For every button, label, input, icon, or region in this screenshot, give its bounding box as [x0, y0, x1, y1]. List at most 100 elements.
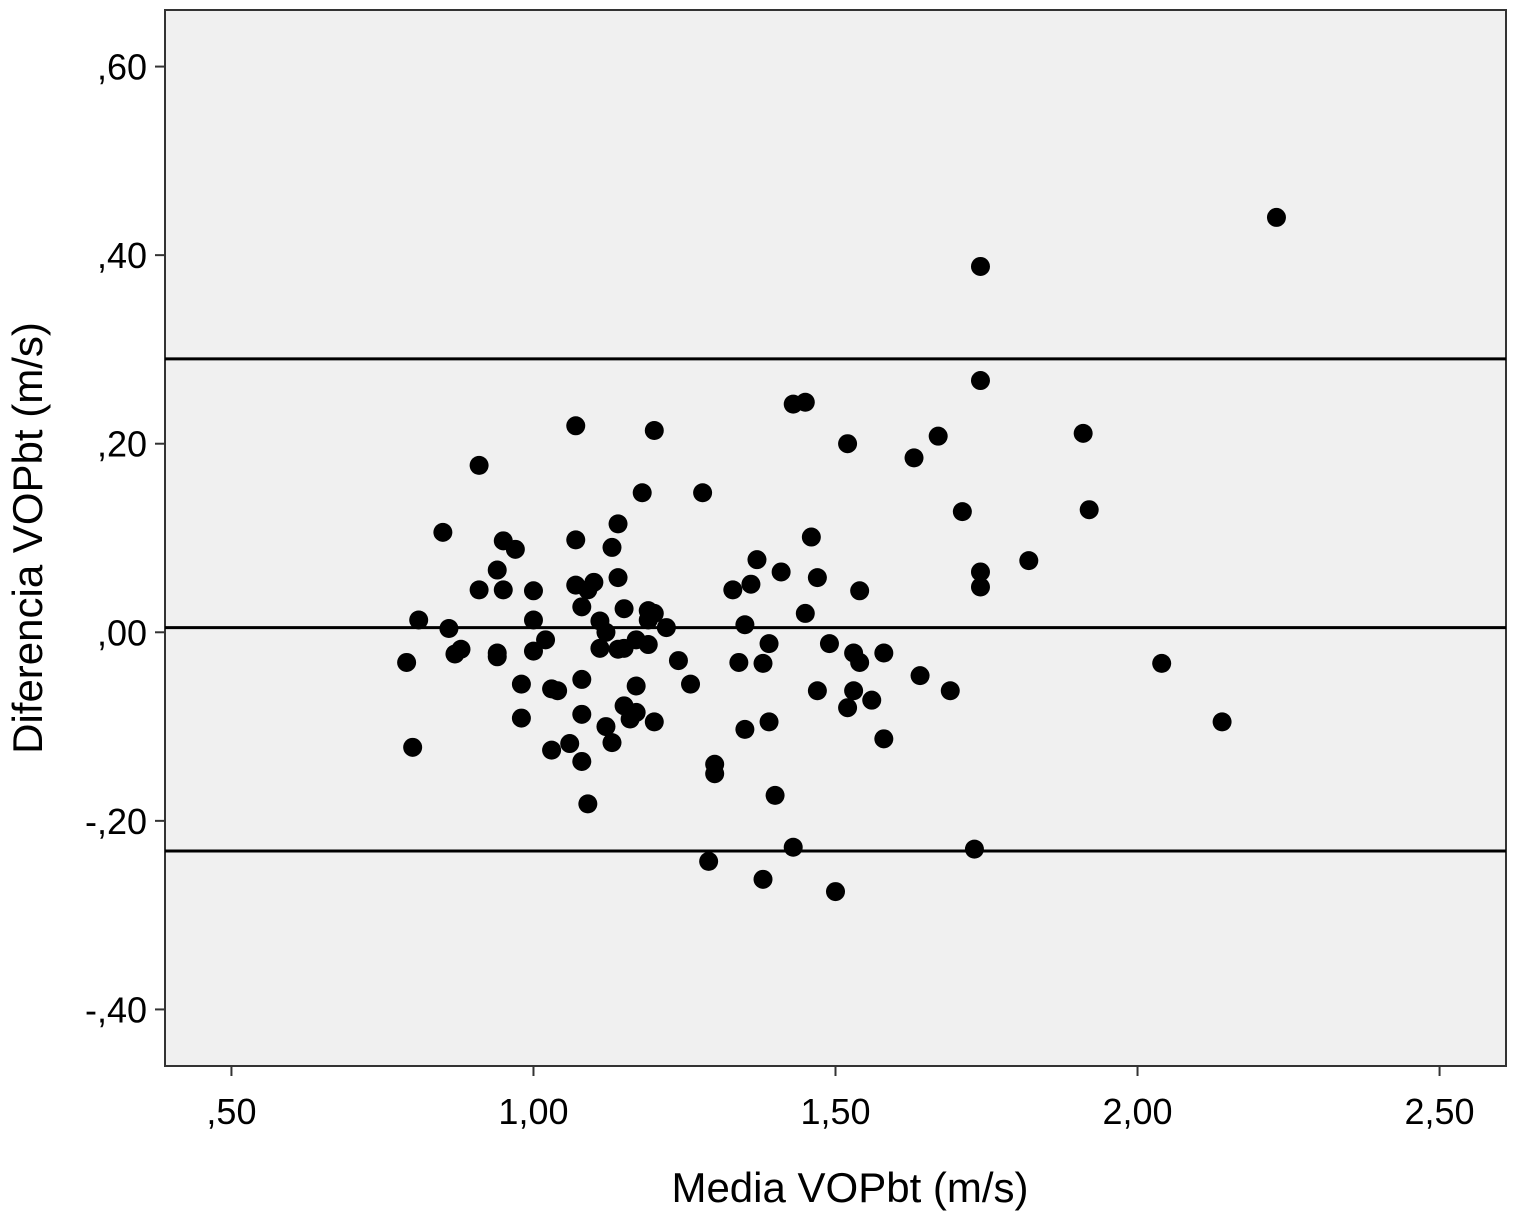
data-point [874, 729, 894, 749]
y-axis-title: Diferencia VOPbt (m/s) [4, 322, 51, 754]
data-point [1212, 712, 1232, 732]
data-point [735, 615, 755, 635]
data-point [668, 651, 688, 671]
data-point [1019, 551, 1039, 571]
data-point [560, 734, 580, 754]
data-point [487, 560, 507, 580]
data-point [566, 416, 586, 436]
data-point [753, 653, 773, 673]
data-point [439, 619, 459, 639]
data-point [705, 764, 725, 784]
data-point [699, 851, 719, 871]
data-point [590, 638, 610, 658]
data-point [566, 530, 586, 550]
y-tick-label: -,40 [85, 989, 147, 1030]
data-point [572, 704, 592, 724]
x-tick-label: 1,50 [800, 1091, 870, 1132]
data-point [638, 635, 658, 655]
data-point [511, 708, 531, 728]
data-point [596, 717, 616, 737]
x-axis-title: Media VOPbt (m/s) [671, 1164, 1028, 1211]
y-tick-label: ,40 [97, 235, 147, 276]
data-point [801, 527, 821, 547]
data-point [523, 641, 543, 661]
data-point [1073, 423, 1093, 443]
data-point [850, 581, 870, 601]
data-point [970, 562, 990, 582]
data-point [505, 539, 525, 559]
data-point [747, 550, 767, 570]
data-point [523, 610, 543, 630]
data-point [578, 794, 598, 814]
data-point [1079, 500, 1099, 520]
data-point [596, 622, 616, 642]
data-point [850, 652, 870, 672]
data-point [729, 652, 749, 672]
plot-area [164, 9, 1507, 1067]
data-point [572, 751, 592, 771]
x-tick-label: ,50 [206, 1091, 256, 1132]
data-point [469, 580, 489, 600]
data-point [409, 610, 429, 630]
data-point [620, 709, 640, 729]
data-point [602, 537, 622, 557]
data-point [608, 568, 628, 588]
data-point [493, 580, 513, 600]
y-tick-label: -,20 [85, 801, 147, 842]
data-point [910, 666, 930, 686]
y-axis: ,60 ,40 ,20 ,00 -,20 -,40 [85, 47, 165, 1030]
data-point [1266, 207, 1286, 227]
data-point [644, 603, 664, 623]
data-point [523, 581, 543, 601]
data-point [632, 483, 652, 503]
data-point [765, 785, 785, 805]
data-point [807, 681, 827, 701]
data-point [753, 869, 773, 889]
data-point [403, 737, 423, 757]
data-point [759, 712, 779, 732]
data-point [511, 674, 531, 694]
data-point [795, 603, 815, 623]
data-point [723, 580, 743, 600]
data-point [397, 652, 417, 672]
data-point [578, 580, 598, 600]
data-point [844, 681, 864, 701]
data-point [644, 421, 664, 441]
x-tick-label: 1,00 [498, 1091, 568, 1132]
y-tick-label: ,00 [97, 612, 147, 653]
data-point [771, 562, 791, 582]
data-point [735, 719, 755, 739]
data-point [433, 522, 453, 542]
y-tick-label: ,20 [97, 424, 147, 465]
data-point [928, 426, 948, 446]
data-point [602, 733, 622, 753]
data-point [614, 638, 634, 658]
data-point [952, 502, 972, 522]
data-point [826, 882, 845, 902]
data-point [838, 698, 858, 718]
data-point [795, 392, 815, 412]
x-tick-label: 2,00 [1102, 1091, 1172, 1132]
data-point [608, 514, 628, 534]
data-point [487, 647, 507, 667]
y-tick-label: ,60 [97, 47, 147, 88]
data-point [572, 669, 592, 689]
data-point [862, 690, 882, 710]
data-point [904, 448, 924, 468]
data-point [445, 644, 465, 664]
data-point [1152, 653, 1172, 673]
data-point [970, 371, 990, 391]
data-point [626, 676, 646, 696]
reference-lines [165, 357, 1506, 853]
data-point [644, 712, 664, 732]
data-point [469, 455, 489, 475]
data-point [759, 634, 779, 654]
data-point [693, 483, 713, 503]
data-point [874, 643, 894, 663]
data-point [970, 256, 990, 276]
data-point [548, 681, 568, 701]
data-point [838, 434, 858, 454]
data-point [572, 597, 592, 617]
data-points [397, 207, 1286, 902]
